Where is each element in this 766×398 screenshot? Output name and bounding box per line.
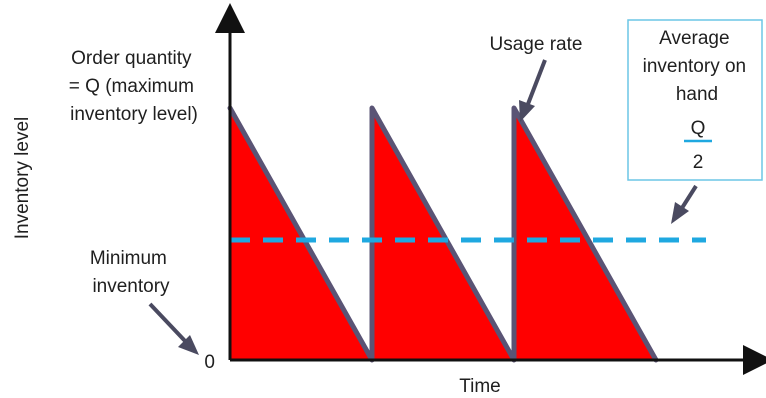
order-quantity-line-3: inventory level): [70, 104, 198, 125]
average-inventory-line-2: inventory on: [643, 56, 747, 77]
fraction-denominator: 2: [693, 152, 704, 173]
minimum-inventory-line-1: Minimum: [90, 248, 167, 269]
minimum-inventory-label: Minimum inventory: [90, 248, 172, 297]
usage-rate-arrow: [519, 59, 547, 122]
minimum-inventory-line-2: inventory: [92, 276, 170, 297]
sawtooth-series: [227, 105, 659, 363]
minimum-inventory-arrow: [148, 302, 199, 355]
fraction-numerator: Q: [691, 118, 706, 139]
usage-rate-label: Usage rate: [490, 34, 583, 55]
order-quantity-label: Order quantity = Q (maximum inventory le…: [69, 48, 199, 125]
order-quantity-line-2: = Q (maximum: [69, 76, 194, 97]
sawtooth-outline: [227, 105, 659, 363]
x-axis-label: Time: [459, 376, 501, 397]
average-inventory-text: Average inventory on hand: [643, 28, 752, 105]
average-inventory-line-1: Average: [659, 28, 729, 49]
average-inventory-line-3: hand: [676, 84, 718, 105]
y-tick-zero: 0: [204, 352, 215, 373]
average-inventory-box-frame: [627, 19, 763, 181]
average-inventory-box: Average inventory on hand Q 2: [627, 19, 763, 181]
average-inventory-arrow: [671, 184, 698, 224]
order-quantity-line-1: Order quantity: [71, 48, 192, 69]
y-axis-label: Inventory level: [12, 117, 33, 240]
